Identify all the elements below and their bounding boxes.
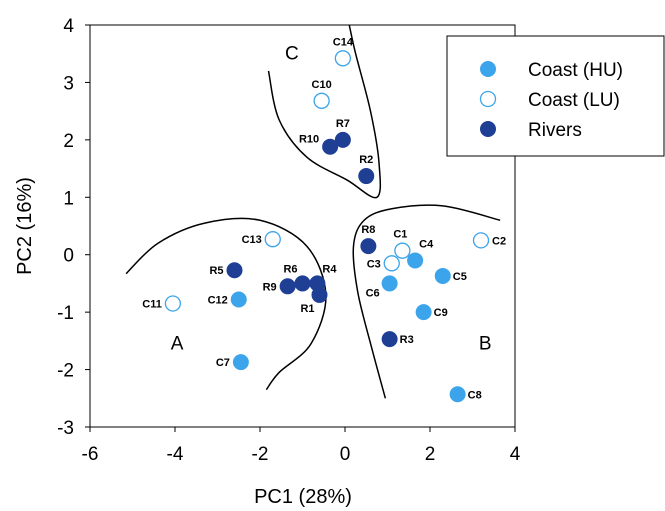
legend-label-coast-hu: Coast (HU) [528, 60, 623, 81]
point-label-r2: R2 [359, 154, 373, 166]
point-c14 [334, 50, 352, 67]
point-c7 [232, 354, 249, 371]
x-tick-label: 4 [510, 444, 521, 465]
point-r10 [322, 138, 339, 155]
point-c10 [313, 92, 330, 109]
point-label-c14: C14 [333, 36, 354, 48]
point-label-c11: C11 [142, 299, 162, 311]
x-tick-label: -2 [252, 444, 269, 465]
point-c13 [264, 231, 281, 248]
point-c5 [434, 267, 451, 284]
point-label-c3: C3 [367, 258, 381, 270]
y-tick-label: -1 [57, 303, 74, 324]
point-c2 [472, 232, 490, 249]
point-label-r1: R1 [300, 303, 314, 315]
point-r7 [334, 131, 351, 148]
group-label-a: A [171, 333, 184, 354]
point-label-r9: R9 [263, 281, 277, 293]
point-label-r5: R5 [209, 265, 223, 277]
point-label-r10: R10 [299, 134, 319, 146]
point-label-r6: R6 [283, 263, 297, 275]
boundary-a [125, 217, 327, 391]
point-c6 [381, 275, 398, 292]
point-r8 [360, 238, 377, 255]
point-label-c1: C1 [393, 229, 407, 241]
group-labels: A B C [171, 43, 492, 354]
point-r2 [358, 168, 375, 185]
point-c3 [383, 255, 400, 272]
group-boundaries [125, 24, 501, 399]
point-label-r7: R7 [336, 118, 350, 130]
point-c8 [449, 386, 466, 403]
data-points [164, 50, 490, 403]
point-label-c7: C7 [216, 357, 230, 369]
point-r1 [311, 286, 328, 303]
boundary-b [352, 204, 501, 399]
point-r5 [226, 262, 243, 279]
point-label-r3: R3 [400, 334, 414, 346]
y-tick-label: 4 [63, 16, 74, 37]
point-label-r4: R4 [322, 263, 337, 275]
plot-frame [89, 24, 516, 428]
point-c1 [394, 242, 411, 259]
legend: Coast (HU) Coast (LU) Rivers [446, 35, 665, 157]
group-label-c: C [285, 43, 299, 64]
point-label-r8: R8 [361, 224, 375, 236]
point-r9 [279, 278, 296, 295]
x-tick-label: 2 [425, 444, 436, 465]
x-tick-label: -6 [82, 444, 99, 465]
point-c11 [164, 295, 182, 312]
x-tick-label: 0 [340, 444, 351, 465]
boundary-c [267, 24, 382, 199]
legend-marker-coast-hu [480, 61, 496, 77]
point-label-c12: C12 [208, 295, 228, 307]
group-label-b: B [479, 333, 492, 354]
y-tick-label: 2 [63, 131, 74, 152]
y-tick-label: 0 [63, 246, 74, 267]
point-r6 [294, 275, 311, 292]
y-axis-title: PC2 (16%) [14, 177, 36, 275]
legend-marker-coast-lu [479, 90, 497, 108]
legend-label-coast-lu: Coast (LU) [528, 90, 620, 111]
y-tick-label: -3 [57, 418, 74, 439]
point-label-c13: C13 [242, 234, 262, 246]
point-label-c4: C4 [419, 238, 434, 250]
point-c4 [407, 252, 424, 269]
y-tick-label: 1 [63, 188, 74, 209]
point-label-c6: C6 [366, 287, 380, 299]
point-label-c10: C10 [312, 79, 332, 91]
axes: -6 -4 -2 0 2 4 -3 -2 -1 0 1 2 3 4 [57, 16, 521, 465]
point-c12 [230, 291, 247, 308]
point-label-c8: C8 [468, 389, 482, 401]
x-tick-label: -4 [167, 444, 184, 465]
point-r3 [381, 331, 398, 348]
point-label-c5: C5 [453, 271, 467, 283]
y-tick-label: 3 [63, 73, 74, 94]
point-labels: C4 C5 C6 C9 C8 C12 C7 C14 C10 C13 C1 C3 C2 C11 R7 R10 R2… [142, 36, 506, 401]
x-axis-title: PC1 (28%) [254, 486, 352, 508]
point-label-c9: C9 [434, 307, 448, 319]
point-label-c2: C2 [492, 235, 506, 247]
legend-label-rivers: Rivers [528, 120, 582, 141]
y-tick-label: -2 [57, 361, 74, 382]
legend-marker-rivers [480, 121, 496, 137]
point-c9 [415, 304, 432, 321]
